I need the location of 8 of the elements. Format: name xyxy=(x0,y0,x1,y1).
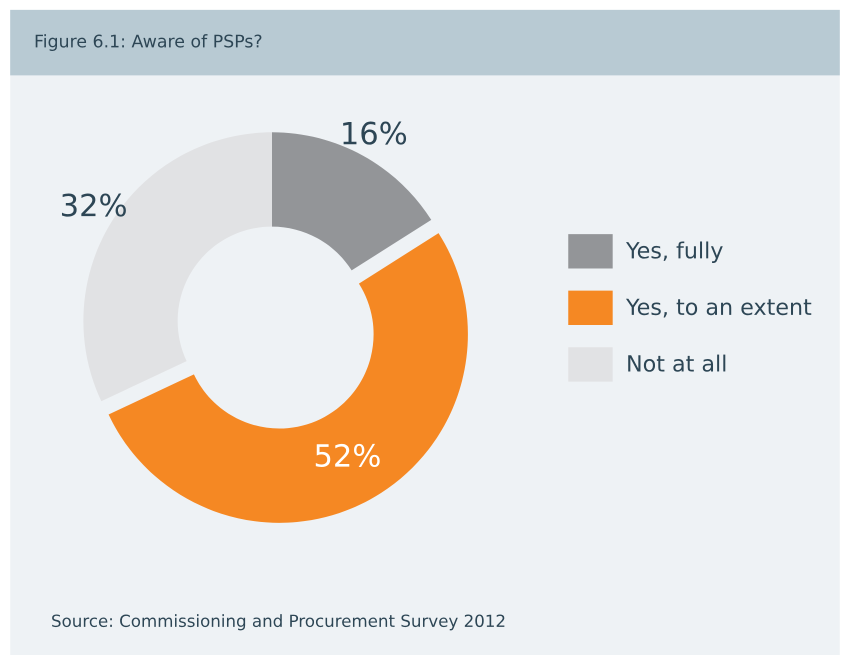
data-label: 52% xyxy=(316,444,380,468)
legend-label: Not at all xyxy=(628,354,726,372)
data-label: 32% xyxy=(62,193,126,217)
legend-label: Yes, to an extent xyxy=(626,298,812,318)
chart-title: Figure 6.1: Aware of PSPs? xyxy=(36,34,262,51)
legend-label: Yes, fully xyxy=(626,241,723,263)
source-note: Source: Commissioning and Procurement Survey 2012 xyxy=(52,614,504,630)
data-label: 16% xyxy=(343,122,406,145)
